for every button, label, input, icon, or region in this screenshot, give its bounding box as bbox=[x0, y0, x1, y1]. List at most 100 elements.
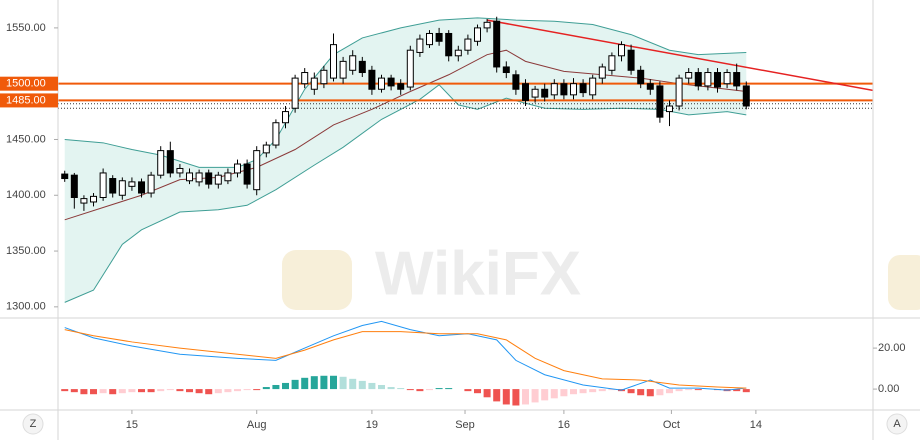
histogram-bar bbox=[205, 389, 213, 395]
histogram-bar bbox=[416, 389, 424, 392]
histogram-bar bbox=[464, 389, 472, 392]
candle-body bbox=[262, 144, 270, 154]
x-tick-label: 15 bbox=[126, 419, 138, 431]
histogram-bar bbox=[406, 389, 414, 391]
candle-body bbox=[349, 55, 357, 71]
histogram-bar bbox=[521, 389, 529, 405]
y-tick-label: 20.00 bbox=[878, 342, 906, 354]
candle-body bbox=[627, 49, 635, 71]
candle-body bbox=[320, 69, 328, 85]
candle-body bbox=[339, 60, 347, 79]
candle-body bbox=[445, 32, 453, 57]
candle-body bbox=[646, 83, 654, 90]
candle-body bbox=[493, 20, 501, 68]
candle-body bbox=[473, 27, 481, 42]
y-tick-label: 1400.00 bbox=[6, 189, 46, 201]
histogram-bar bbox=[598, 389, 606, 392]
level-label: 1485.00 bbox=[6, 94, 46, 106]
level-label-box bbox=[0, 93, 58, 108]
button[interactable] bbox=[886, 413, 908, 435]
candle-body bbox=[512, 74, 520, 90]
histogram-bar bbox=[531, 389, 539, 403]
histogram-bar bbox=[512, 389, 520, 406]
candle-body bbox=[617, 44, 625, 57]
candle-body bbox=[464, 38, 472, 51]
candle-body bbox=[282, 111, 290, 124]
histogram-bar bbox=[61, 389, 69, 392]
histogram-bar bbox=[493, 389, 501, 402]
histogram-bar bbox=[310, 376, 318, 390]
histogram-bar bbox=[426, 389, 434, 391]
y-tick-label: 1450.00 bbox=[6, 133, 46, 145]
histogram-bar bbox=[646, 389, 654, 397]
histogram-bar bbox=[224, 389, 232, 393]
histogram-bar bbox=[186, 389, 194, 393]
histogram-bar bbox=[665, 389, 673, 394]
x-tick-label: Aug bbox=[247, 419, 267, 431]
candle-body bbox=[598, 66, 606, 79]
indicator-line bbox=[64, 320, 747, 391]
histogram-bar bbox=[627, 389, 635, 394]
histogram-bar bbox=[742, 389, 750, 393]
histogram-bar bbox=[80, 389, 88, 395]
histogram-bar bbox=[368, 382, 376, 390]
histogram-bar bbox=[349, 378, 357, 390]
button-label[interactable]: A bbox=[893, 418, 901, 430]
watermark-logo bbox=[888, 255, 920, 310]
histogram-bar bbox=[579, 389, 587, 394]
price-panel bbox=[58, 16, 873, 303]
candle-body bbox=[694, 72, 702, 87]
candle-body bbox=[243, 163, 251, 185]
histogram-bar bbox=[147, 389, 155, 393]
candle-body bbox=[541, 88, 549, 98]
histogram-bar bbox=[541, 389, 549, 401]
histogram-bar bbox=[330, 375, 338, 390]
candle-body bbox=[416, 38, 424, 53]
candle-body bbox=[713, 72, 721, 88]
histogram-bar bbox=[397, 388, 405, 390]
y-tick-label: 0.00 bbox=[878, 383, 899, 395]
candle-body bbox=[368, 69, 376, 90]
x-tick-label: Sep bbox=[455, 419, 475, 431]
candle-body bbox=[109, 178, 117, 194]
histogram-bar bbox=[157, 389, 165, 392]
candle-body bbox=[224, 172, 232, 182]
histogram-bar bbox=[358, 380, 366, 390]
histogram-bar bbox=[378, 384, 386, 390]
candle-body bbox=[435, 32, 443, 42]
candle-body bbox=[80, 198, 88, 204]
histogram-bar bbox=[637, 389, 645, 396]
watermark-logo bbox=[282, 250, 352, 310]
histogram-bar bbox=[253, 389, 261, 391]
histogram-bar bbox=[138, 389, 146, 393]
histogram-bar bbox=[282, 382, 290, 390]
histogram-bar bbox=[685, 389, 693, 391]
histogram-bar bbox=[195, 389, 203, 394]
histogram-bar bbox=[435, 388, 443, 390]
candle-body bbox=[157, 150, 165, 176]
candle-body bbox=[291, 77, 299, 109]
level-label: 1500.00 bbox=[6, 78, 46, 90]
x-tick-label: 16 bbox=[558, 419, 570, 431]
candle-body bbox=[454, 49, 462, 57]
button[interactable] bbox=[22, 413, 44, 435]
histogram-bar bbox=[694, 389, 702, 391]
button-label[interactable]: Z bbox=[30, 418, 37, 430]
candle-body bbox=[176, 167, 184, 174]
y-tick-label: 1550.00 bbox=[6, 22, 46, 34]
candle-body bbox=[569, 83, 577, 96]
macd-panel bbox=[61, 320, 750, 406]
candle-body bbox=[579, 83, 587, 94]
histogram-bar bbox=[483, 389, 491, 398]
histogram-bar bbox=[214, 389, 222, 394]
candle-body bbox=[397, 83, 405, 90]
candle-body bbox=[118, 180, 126, 196]
histogram-bar bbox=[262, 387, 270, 390]
candle-body bbox=[310, 77, 318, 90]
trendline bbox=[486, 19, 873, 92]
histogram-bar bbox=[502, 389, 510, 405]
histogram-bar bbox=[291, 379, 299, 390]
histogram-bar bbox=[118, 389, 126, 394]
histogram-bar bbox=[243, 389, 251, 391]
histogram-bar bbox=[569, 389, 577, 395]
